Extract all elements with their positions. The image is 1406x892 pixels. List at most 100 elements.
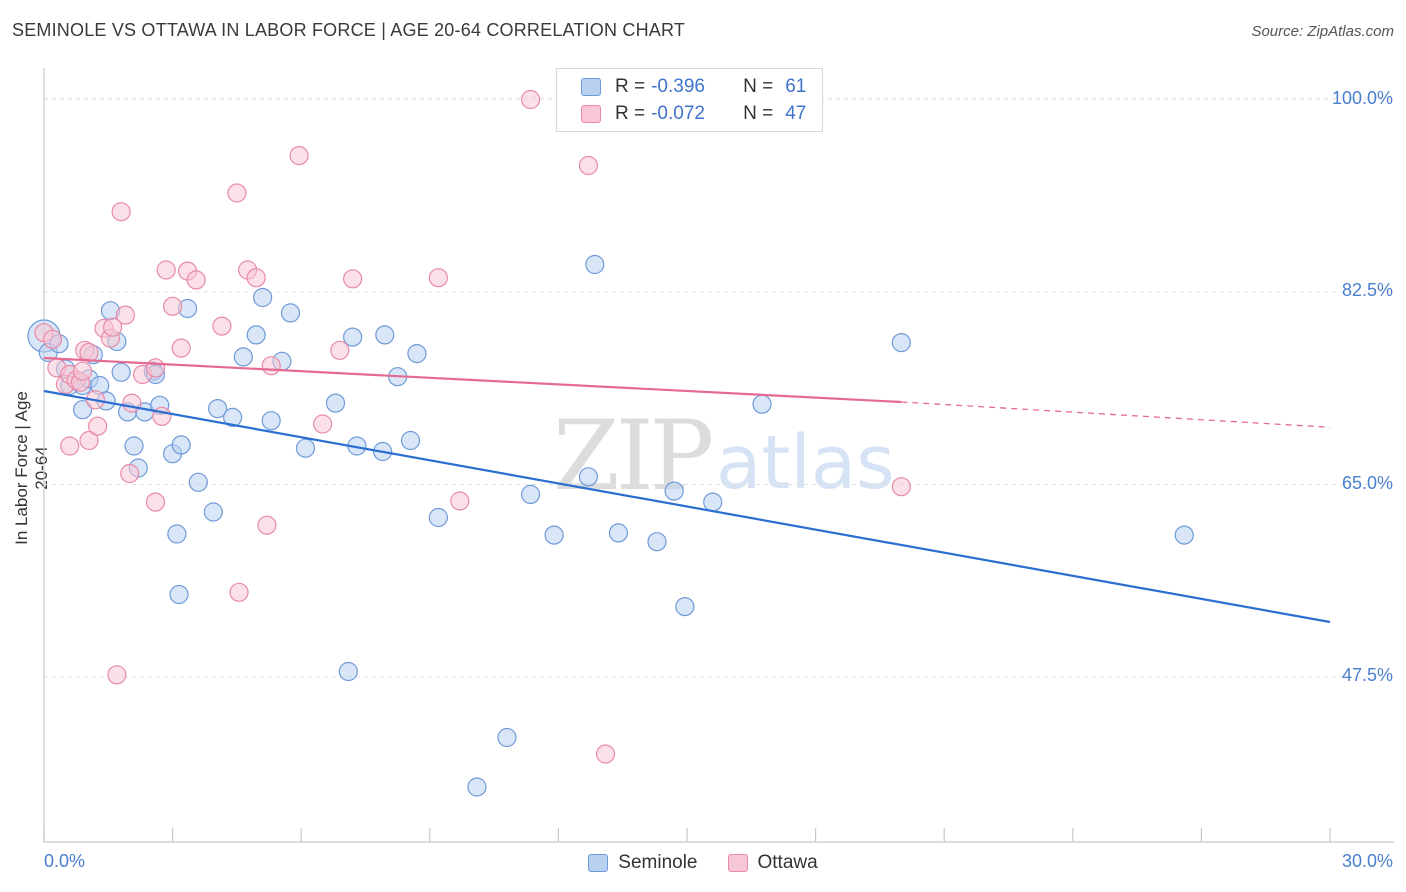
point-ottawa [145, 358, 166, 378]
legend-n-value-ottawa: 47 [785, 103, 807, 124]
point-ottawa [79, 430, 99, 451]
y-tick-label: 100.0% [1331, 87, 1393, 108]
point-ottawa [428, 268, 448, 288]
point-ottawa [330, 340, 350, 360]
point-seminole [400, 430, 421, 451]
trendline-seminole [43, 389, 1331, 624]
point-seminole [223, 407, 243, 427]
point-seminole [891, 333, 911, 353]
point-seminole [72, 400, 93, 420]
point-seminole [338, 661, 358, 682]
point-seminole [233, 347, 253, 367]
point-ottawa [42, 329, 63, 349]
point-seminole [703, 492, 723, 512]
x-tick-label-min: 0.0% [44, 851, 86, 871]
point-ottawa [343, 269, 363, 289]
legend-r-value-ottawa: -0.072 [651, 103, 705, 124]
point-ottawa [107, 665, 127, 685]
trendline-ottawa [43, 356, 902, 404]
point-seminole [428, 507, 448, 528]
point-seminole [295, 438, 316, 458]
point-ottawa [115, 305, 136, 325]
legend-r-label: R = [615, 103, 646, 124]
x-tick-label-max: 30.0% [1341, 851, 1393, 871]
legend-row-ottawa: R = -0.072 N = 47 [581, 102, 806, 126]
point-seminole [246, 325, 266, 345]
series-legend-seminole[interactable]: Seminole [588, 852, 698, 874]
point-ottawa [163, 296, 183, 316]
point-seminole [280, 303, 301, 323]
point-seminole [203, 502, 223, 522]
point-ottawa [111, 202, 131, 222]
series-label-seminole: Seminole [618, 852, 698, 873]
point-seminole [752, 394, 772, 414]
point-seminole [167, 524, 187, 544]
series-swatch-seminole [588, 854, 609, 872]
point-seminole [647, 532, 667, 552]
y-tick-label: 82.5% [1341, 280, 1393, 300]
legend-r-label: R = [615, 76, 646, 97]
series-label-ottawa: Ottawa [757, 852, 818, 873]
point-seminole [407, 344, 427, 364]
point-seminole [253, 287, 273, 308]
point-ottawa [171, 338, 191, 358]
watermark-atlas: atlas [716, 420, 895, 506]
legend-row-seminole: R = -0.396 N = 61 [581, 75, 806, 99]
point-seminole [585, 254, 605, 275]
point-ottawa [87, 416, 108, 436]
point-ottawa [891, 477, 911, 497]
point-ottawa [227, 183, 247, 203]
point-ottawa [102, 317, 123, 337]
point-ottawa [79, 342, 99, 363]
point-ottawa [520, 89, 541, 110]
chart-title: SEMINOLE VS OTTAWA IN LABOR FORCE | AGE … [12, 20, 686, 40]
point-seminole [675, 596, 695, 617]
point-seminole [467, 777, 487, 797]
point-ottawa [156, 260, 176, 280]
y-tick-label: 47.5% [1341, 665, 1393, 685]
point-ottawa [450, 491, 470, 511]
trendline-extension-ottawa [901, 401, 1331, 428]
point-seminole [171, 435, 191, 455]
point-seminole [608, 523, 629, 543]
legend-swatch-seminole [581, 78, 601, 96]
point-ottawa [578, 155, 599, 176]
point-ottawa [313, 414, 333, 434]
correlation-legend: R = -0.396 N = 61 R = -0.072 N = 47 [556, 68, 823, 132]
series-legend: Seminole Ottawa [0, 852, 1406, 874]
point-seminole [343, 327, 363, 347]
point-ottawa [60, 436, 80, 456]
point-ottawa [120, 463, 140, 484]
legend-n-label: N = [743, 103, 774, 124]
point-seminole [520, 484, 541, 504]
point-ottawa [261, 356, 281, 376]
series-legend-ottawa[interactable]: Ottawa [727, 852, 818, 874]
watermark-zip: ZIP [553, 400, 714, 512]
point-seminole [578, 467, 599, 487]
point-ottawa [229, 582, 249, 602]
point-seminole [124, 436, 144, 456]
point-seminole [188, 472, 208, 492]
point-seminole [325, 393, 346, 413]
point-seminole [497, 727, 517, 748]
legend-swatch-ottawa [581, 105, 601, 123]
point-ottawa [289, 146, 309, 166]
point-ottawa [122, 393, 142, 413]
point-seminole [261, 411, 281, 431]
point-ottawa [257, 515, 277, 535]
point-seminole [375, 325, 395, 345]
point-seminole [664, 481, 684, 501]
legend-r-value-seminole: -0.396 [651, 76, 705, 97]
point-seminole [1174, 525, 1194, 545]
point-seminole [544, 525, 564, 545]
source-credit: Source: ZipAtlas.com [1251, 23, 1394, 40]
legend-n-label: N = [743, 76, 774, 97]
y-tick-label: 65.0% [1341, 472, 1393, 493]
series-swatch-ottawa [727, 854, 748, 872]
point-ottawa [186, 270, 206, 290]
point-seminole [111, 362, 131, 382]
legend-n-value-seminole: 61 [785, 76, 807, 97]
point-ottawa [595, 744, 616, 764]
point-ottawa [145, 492, 166, 512]
